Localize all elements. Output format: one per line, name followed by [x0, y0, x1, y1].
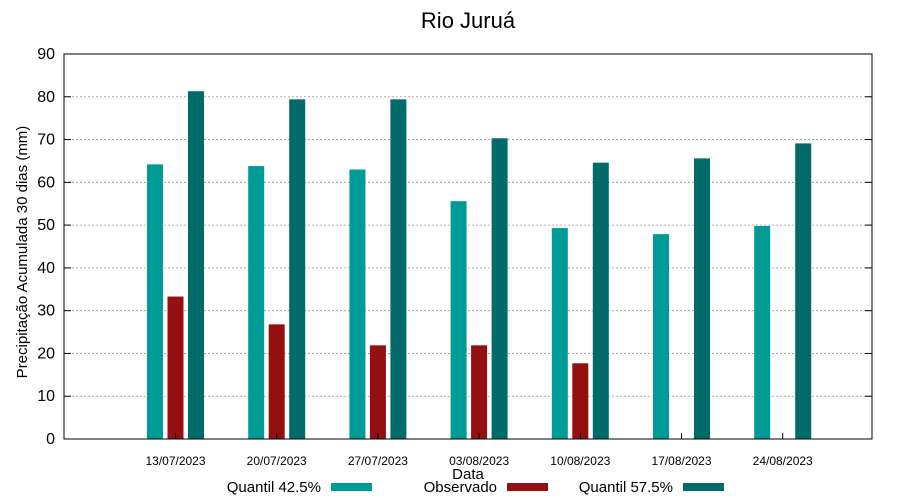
- bar-quantil-42-5--3: [450, 201, 467, 439]
- x-tick-label: 20/07/2023: [247, 454, 307, 468]
- bar-quantil-57-5--5: [694, 158, 710, 439]
- y-tick-label: 50: [37, 217, 55, 234]
- y-tick-label: 40: [37, 260, 55, 277]
- bars: [147, 91, 812, 440]
- bar-observado-4: [572, 363, 589, 439]
- legend-swatch: [507, 483, 548, 491]
- y-tick-label: 70: [37, 132, 55, 149]
- bar-quantil-57-5--2: [390, 99, 407, 439]
- bar-quantil-57-5--3: [491, 138, 508, 439]
- x-tick-label: 10/08/2023: [550, 454, 610, 468]
- bar-quantil-42-5--1: [248, 166, 265, 440]
- bar-quantil-57-5--1: [289, 99, 306, 439]
- y-axis-label: Precipitação Acumulada 30 dias (mm): [14, 126, 31, 379]
- x-tick-label: 13/07/2023: [145, 454, 205, 468]
- bar-quantil-42-5--0: [147, 164, 163, 439]
- x-tick-label: 27/07/2023: [348, 454, 408, 468]
- gridlines: [64, 96, 872, 397]
- legend: Quantil 42.5% Observado Quantil 57.5%: [227, 479, 724, 496]
- bar-quantil-42-5--2: [349, 169, 366, 439]
- x-axis-ticks: 13/07/2023 20/07/2023 27/07/2023 03/08/2023…: [145, 433, 813, 468]
- bar-observado-3: [471, 345, 488, 439]
- bar-quantil-42-5--5: [653, 234, 669, 439]
- bar-quantil-57-5--4: [592, 162, 609, 439]
- y-tick-label: 30: [37, 303, 55, 320]
- y-tick-label: 80: [37, 89, 55, 106]
- bar-quantil-57-5--6: [795, 143, 812, 439]
- bar-observado-1: [268, 324, 285, 439]
- bar-observado-2: [369, 345, 386, 439]
- legend-swatch: [331, 483, 372, 491]
- x-tick-label: 24/08/2023: [753, 454, 813, 468]
- y-tick-label: 10: [37, 388, 55, 405]
- y-axis-ticks: 0 10 20 30 40 50 60 70 80 90: [37, 46, 872, 448]
- bar-observado-0: [167, 296, 184, 439]
- y-tick-label: 0: [46, 431, 55, 448]
- bar-quantil-42-5--6: [754, 225, 771, 439]
- bar-quantil-42-5--4: [551, 228, 568, 439]
- plot-frame: [63, 53, 873, 440]
- bar-quantil-57-5--0: [188, 91, 204, 439]
- x-tick-label: 03/08/2023: [449, 454, 509, 468]
- chart-title: Rio Juruá: [421, 8, 516, 33]
- y-tick-label: 90: [37, 46, 55, 63]
- x-tick-label: 17/08/2023: [651, 454, 711, 468]
- y-tick-label: 20: [37, 345, 55, 362]
- x-axis-label: Data: [452, 466, 484, 483]
- y-tick-label: 60: [37, 174, 55, 191]
- legend-label: Quantil 57.5%: [579, 479, 673, 496]
- legend-label: Observado: [424, 479, 497, 496]
- legend-label: Quantil 42.5%: [227, 479, 321, 496]
- legend-swatch: [683, 483, 724, 491]
